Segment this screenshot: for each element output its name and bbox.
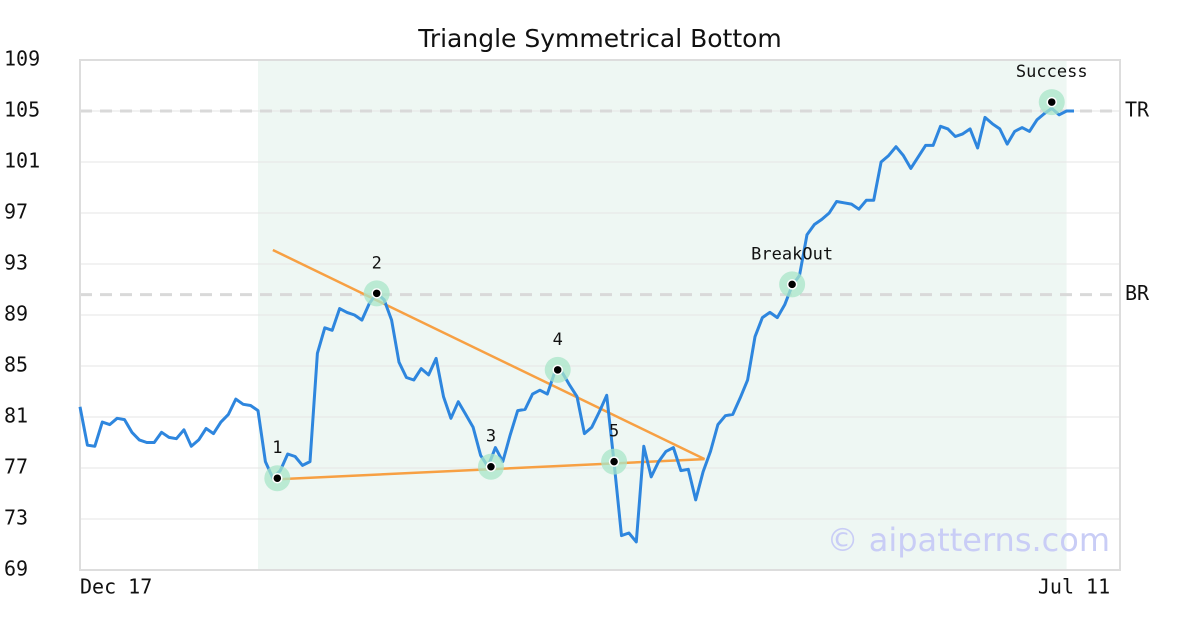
price-line (78, 106, 1074, 544)
point-dot (608, 456, 620, 467)
y-tick-label: 93 (4, 251, 28, 275)
point-label: 2 (372, 253, 382, 273)
reference-label: TR (1125, 98, 1150, 122)
point-dot (371, 288, 382, 299)
y-tick-label: 101 (4, 149, 40, 173)
plot-frame (79, 59, 1121, 571)
y-tick-label: 105 (4, 98, 40, 122)
x-tick-label: Dec 17 (80, 575, 152, 599)
point-label: 5 (609, 422, 619, 442)
point-label: Success (1016, 62, 1088, 82)
y-tick-label: 97 (4, 200, 28, 224)
y-tick-label: 77 (4, 455, 28, 479)
point-label: BreakOut (751, 244, 833, 264)
point-dot (786, 279, 798, 290)
y-tick-label: 73 (4, 506, 28, 530)
y-tick-label: 81 (4, 404, 28, 428)
point-dot (552, 364, 563, 376)
point-label: 3 (486, 427, 496, 447)
y-tick-label: 89 (4, 302, 28, 326)
chart-title: Triangle Symmetrical Bottom (417, 24, 782, 53)
y-tick-label: 85 (4, 353, 28, 377)
y-tick-label: 109 (4, 47, 40, 71)
point-dot (1046, 96, 1057, 108)
y-tick-label: 69 (4, 557, 28, 581)
watermark: © aipatterns.com (827, 521, 1110, 559)
point-dot (485, 461, 497, 472)
reference-label: BR (1125, 281, 1150, 305)
point-label: 1 (272, 438, 282, 458)
point-label: 4 (553, 330, 563, 350)
point-dot (272, 472, 283, 484)
x-tick-label: Jul 11 (1038, 575, 1110, 599)
trend-line (272, 248, 706, 461)
